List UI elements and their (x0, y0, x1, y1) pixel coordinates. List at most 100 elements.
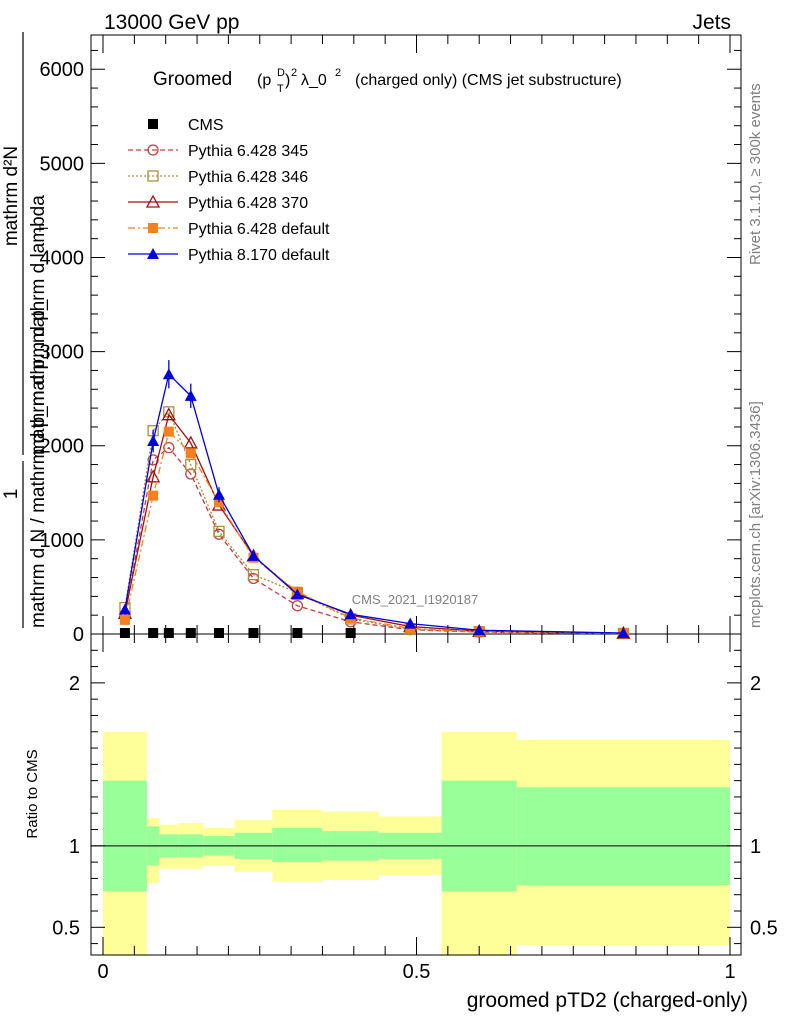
point-p8def (118, 603, 131, 615)
point-cms (292, 628, 303, 638)
point-p6def (119, 614, 130, 625)
point-p8def (617, 627, 630, 639)
ytick-label-6: 6000 (40, 59, 85, 81)
legend-label-p370: Pythia 6.428 370 (188, 195, 308, 212)
legend-marker-p8def (147, 248, 159, 259)
point-p346 (185, 458, 197, 471)
legend-marker-p6def (148, 223, 158, 233)
header-right: Jets (692, 11, 731, 34)
ytick-label-3: 3000 (40, 342, 85, 364)
title-sup-2b: 2 (335, 67, 341, 79)
band-inner-0 (103, 780, 147, 892)
legend: CMS Pythia 6.428 345 Pythia 6.428 346 Pythi… (128, 117, 330, 264)
y-axis-label: 1 mathrm d N / mathrm d p_mathrm d p_ T … (1, 32, 51, 628)
axis-ticks: 0 1000 2000 3000 4000 5000 6000 0.5 0.5 1 1 2 2 0 0.5 1 (40, 35, 778, 983)
point-p370 (183, 435, 198, 449)
point-p8def (184, 389, 197, 401)
point-p8def (344, 608, 357, 620)
point-cms (148, 628, 159, 638)
legend-item-p370: Pythia 6.428 370 (128, 194, 308, 212)
xtick-label-2: 1 (724, 961, 735, 983)
title-lambda: λ_0 (301, 72, 327, 89)
point-p6def (185, 448, 196, 459)
point-p8def (247, 549, 260, 561)
ytick-label-5: 5000 (40, 153, 85, 175)
band-inner-10 (516, 787, 730, 885)
title-prefix: Groomed (153, 69, 232, 90)
legend-item-p346: Pythia 6.428 346 (128, 169, 308, 186)
ytick-label-2: 2000 (40, 436, 85, 458)
ratio-ytick-label-r-2: 2 (750, 673, 761, 695)
point-cms (213, 628, 224, 638)
ylabel-denominator: mathrm d N / mathrm d p_mathrm d p_ (28, 299, 49, 628)
ylabel-sub-t: T (37, 224, 51, 232)
point-p8def (473, 624, 486, 636)
ratio-ytick-label-r-1: 1 (750, 836, 761, 858)
x-axis-label: groomed pTD2 (charged-only) (467, 989, 748, 1012)
band-inner-9 (441, 780, 517, 892)
ratio-ytick-label-0: 0.5 (52, 917, 80, 939)
legend-label-p345: Pythia 6.428 345 (188, 143, 308, 160)
plot-title: Groomed (p D T ) 2 λ_0 2 (charged only) … (153, 67, 622, 95)
legend-marker-p370 (145, 194, 161, 208)
series-p345 (119, 441, 630, 640)
mcplots-label: mcplots.cern.ch [arXiv:1306.3436] (747, 401, 764, 628)
title-close: ) (285, 72, 290, 89)
point-cms (163, 628, 174, 638)
xtick-label-1: 0.5 (403, 961, 431, 983)
point-cms (248, 628, 259, 638)
legend-label-p6def: Pythia 6.428 default (188, 221, 330, 238)
title-sup-2: 2 (291, 67, 297, 79)
ratio-bands (103, 731, 730, 955)
ratio-ytick-label-1: 1 (69, 836, 80, 858)
ylabel-numerator: 1 (1, 489, 22, 500)
legend-label-cms: CMS (188, 117, 224, 134)
point-cms (185, 628, 196, 638)
xtick-label-0: 0 (97, 961, 108, 983)
legend-item-p345: Pythia 6.428 345 (128, 143, 308, 160)
point-p370 (161, 407, 176, 421)
title-p: (p (257, 72, 271, 89)
legend-label-p346: Pythia 6.428 346 (188, 169, 308, 186)
legend-marker-p346 (147, 170, 159, 182)
ratio-ylabel: Ratio to CMS (24, 749, 41, 838)
point-p8def (291, 588, 304, 600)
point-p8def (162, 368, 175, 380)
ratio-ytick-label-r-0: 0.5 (750, 917, 778, 939)
title-sup-d: D (277, 67, 285, 79)
ylabel-numerator2: mathrm d²N (1, 146, 22, 246)
rivet-label: Rivet 3.1.10, ≥ 300k events (747, 83, 764, 265)
ytick-label-0: 0 (73, 624, 84, 646)
point-cms (345, 628, 356, 638)
legend-item-cms: CMS (148, 117, 224, 134)
point-p8def (404, 617, 417, 629)
title-rest: (charged only) (CMS jet substructure) (355, 72, 622, 89)
series-line-p345 (124, 446, 624, 635)
data-series (117, 360, 631, 640)
ratio-ytick-label-2: 2 (69, 673, 80, 695)
point-p8def (212, 488, 225, 500)
point-p370 (146, 469, 161, 483)
ylabel-denominator2: mathrm d p_ mathrm d lambda (28, 195, 49, 455)
point-p345 (163, 441, 175, 454)
legend-item-p6def: Pythia 6.428 default (128, 221, 330, 238)
band-inner-6 (272, 827, 323, 863)
point-cms (119, 628, 130, 638)
point-p6def (148, 490, 159, 501)
ytick-label-4: 4000 (40, 247, 85, 269)
title-sub-t: T (277, 83, 284, 95)
series-line-p346 (124, 410, 624, 635)
ytick-label-1: 1000 (40, 530, 85, 552)
point-p6def (163, 426, 174, 437)
legend-marker-p345 (147, 144, 159, 156)
legend-marker-cms (148, 119, 158, 129)
point-p8def (147, 435, 160, 447)
watermark: CMS_2021_I1920187 (352, 592, 479, 607)
legend-label-p8def: Pythia 8.170 default (188, 247, 330, 264)
point-p345 (291, 600, 304, 612)
series-cms (119, 628, 356, 638)
series-p8def (118, 360, 630, 639)
point-p346 (213, 525, 225, 538)
header-left: 13000 GeV pp (104, 11, 239, 34)
